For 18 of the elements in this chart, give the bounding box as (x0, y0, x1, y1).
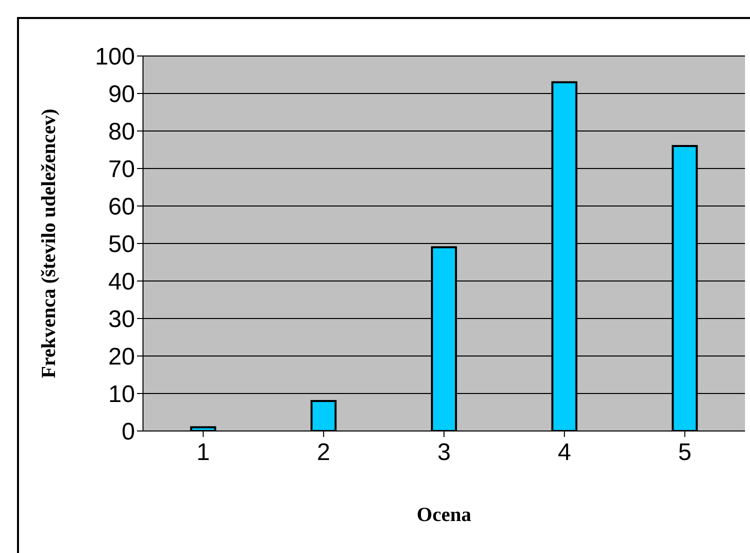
y-tick-label: 90 (108, 81, 135, 108)
x-tick-label: 2 (316, 439, 330, 466)
y-tick-label: 30 (108, 306, 135, 334)
y-tick-label: 20 (108, 344, 135, 371)
x-tick-label: 3 (437, 439, 451, 466)
y-tick-label: 0 (122, 418, 135, 446)
y-axis-title: Frekvenca (število udeležencev) (38, 108, 60, 378)
y-tick-label: 70 (108, 156, 135, 184)
x-tick-label: 5 (678, 439, 692, 466)
y-tick-label: 80 (108, 118, 135, 146)
y-tick-label: 40 (108, 268, 135, 296)
x-tick-label: 4 (558, 439, 572, 466)
x-axis-title: Ocena (416, 504, 472, 526)
y-tick-label: 10 (108, 381, 135, 408)
y-tick-label: 100 (94, 44, 135, 71)
y-tick-label: 60 (108, 194, 135, 221)
x-tick-label: 1 (196, 439, 210, 466)
y-tick-label: 50 (108, 231, 135, 258)
